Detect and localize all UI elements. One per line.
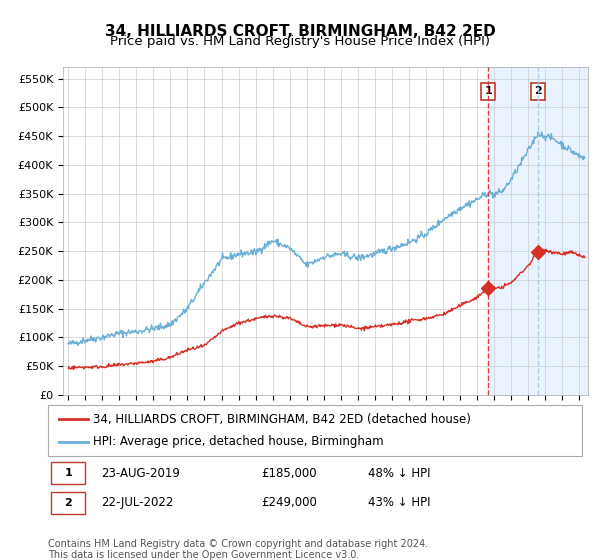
- Text: 1: 1: [484, 86, 492, 96]
- FancyBboxPatch shape: [50, 463, 85, 484]
- Text: Contains HM Land Registry data © Crown copyright and database right 2024.
This d: Contains HM Land Registry data © Crown c…: [48, 539, 428, 560]
- Text: £249,000: £249,000: [262, 497, 317, 510]
- Text: 2: 2: [534, 86, 542, 96]
- Text: 34, HILLIARDS CROFT, BIRMINGHAM, B42 2ED (detached house): 34, HILLIARDS CROFT, BIRMINGHAM, B42 2ED…: [94, 413, 471, 426]
- Text: Price paid vs. HM Land Registry's House Price Index (HPI): Price paid vs. HM Land Registry's House …: [110, 35, 490, 48]
- Text: 1: 1: [64, 468, 72, 478]
- Text: £185,000: £185,000: [262, 467, 317, 480]
- Bar: [488, 67, 588, 395]
- FancyBboxPatch shape: [48, 405, 582, 456]
- Text: 43% ↓ HPI: 43% ↓ HPI: [368, 497, 431, 510]
- Text: 48% ↓ HPI: 48% ↓ HPI: [368, 467, 431, 480]
- Text: 34, HILLIARDS CROFT, BIRMINGHAM, B42 2ED: 34, HILLIARDS CROFT, BIRMINGHAM, B42 2ED: [104, 24, 496, 39]
- Text: 22-JUL-2022: 22-JUL-2022: [101, 497, 174, 510]
- Text: 2: 2: [64, 498, 72, 508]
- FancyBboxPatch shape: [50, 492, 85, 514]
- Text: 23-AUG-2019: 23-AUG-2019: [101, 467, 180, 480]
- Text: HPI: Average price, detached house, Birmingham: HPI: Average price, detached house, Birm…: [94, 436, 384, 449]
